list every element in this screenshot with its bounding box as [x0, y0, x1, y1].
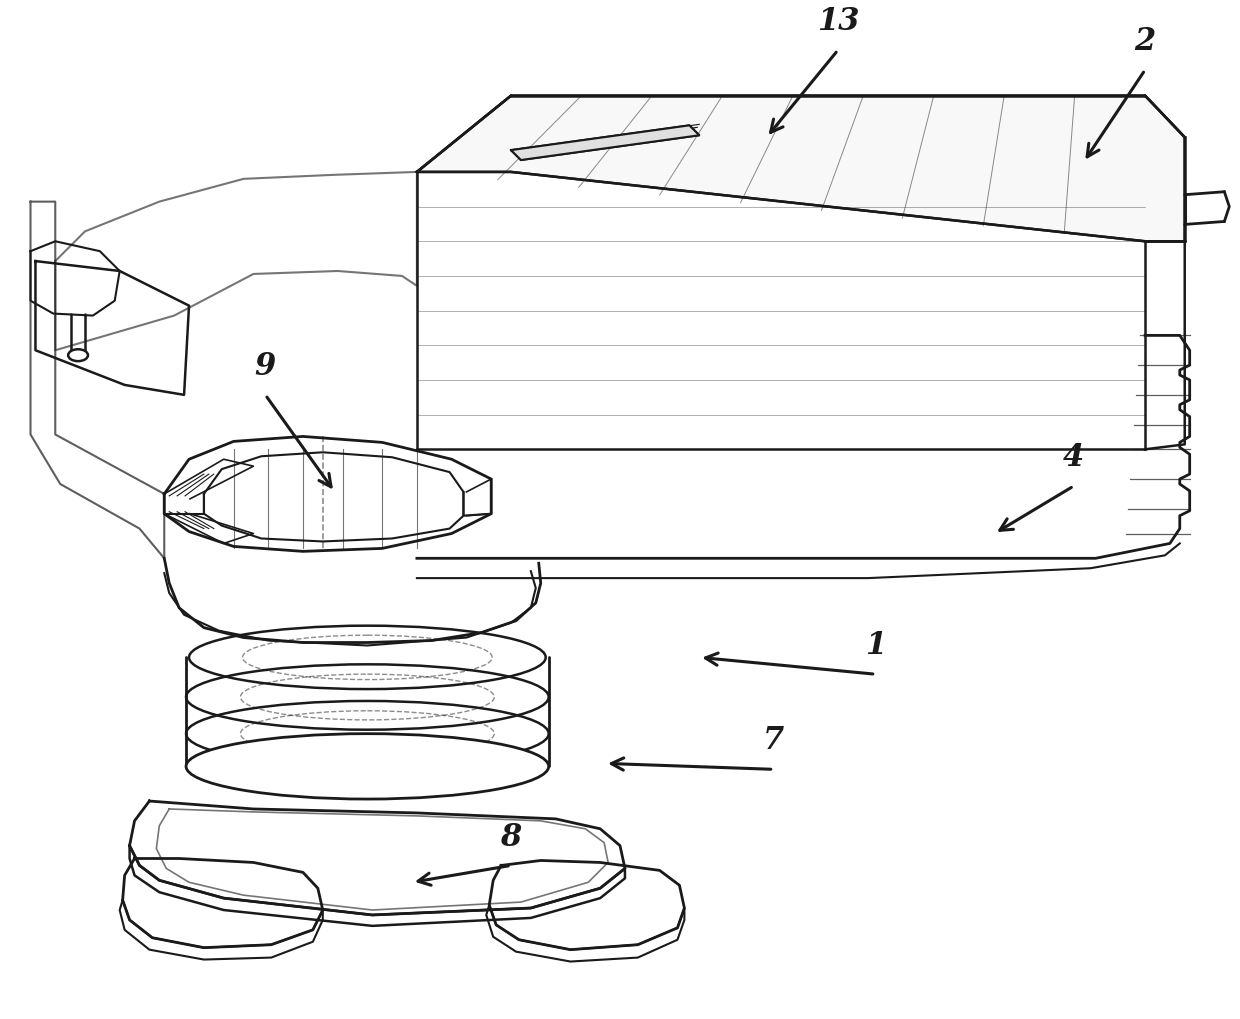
Ellipse shape: [186, 734, 548, 799]
Polygon shape: [511, 126, 699, 161]
Text: 4: 4: [1063, 441, 1085, 473]
Text: 2: 2: [1135, 25, 1156, 57]
Text: 13: 13: [817, 6, 859, 37]
Ellipse shape: [68, 350, 88, 362]
Text: 8: 8: [501, 820, 522, 852]
Text: 9: 9: [254, 351, 277, 381]
Text: 7: 7: [763, 725, 784, 756]
Polygon shape: [417, 97, 1184, 243]
Text: 1: 1: [866, 630, 887, 660]
